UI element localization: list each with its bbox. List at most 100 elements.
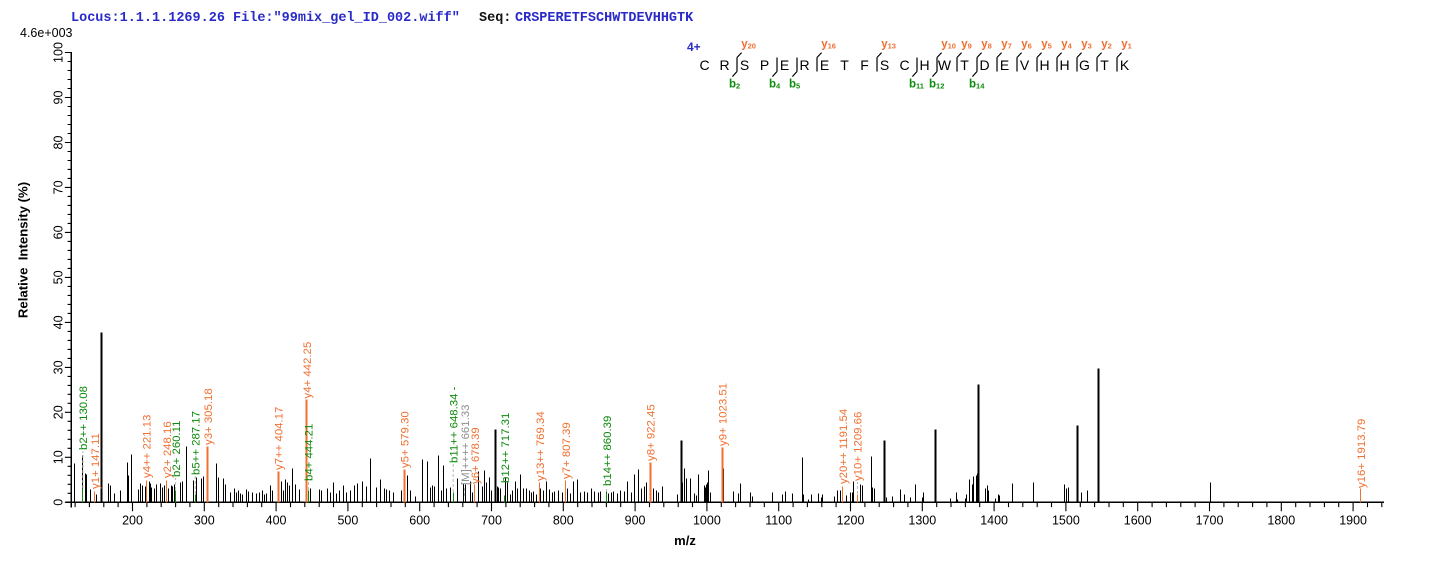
svg-text:y13: y13 (881, 39, 896, 51)
svg-text:H: H (919, 57, 929, 73)
svg-text:b5++ 287.17: b5++ 287.17 (191, 411, 203, 475)
svg-text:y7++ 404.17: y7++ 404.17 (273, 407, 285, 470)
svg-text:60: 60 (51, 225, 65, 239)
svg-text:b11++ 648.34 -: b11++ 648.34 - (448, 386, 460, 463)
svg-text:H: H (1039, 57, 1049, 73)
svg-text:800: 800 (553, 514, 574, 528)
svg-text:T: T (840, 57, 849, 73)
svg-text:R: R (719, 57, 729, 73)
svg-text:b4: b4 (769, 79, 781, 91)
svg-text:m/z: m/z (674, 533, 696, 548)
svg-text:E: E (1000, 57, 1009, 73)
svg-text:y4++ 221.13: y4++ 221.13 (142, 415, 154, 478)
svg-text:y16: y16 (821, 39, 836, 51)
svg-text:y3: y3 (1081, 39, 1092, 51)
svg-text:b14++ 860.39: b14++ 860.39 (602, 416, 614, 486)
svg-text:b12: b12 (929, 79, 944, 91)
svg-text:y10+ 1209.66: y10+ 1209.66 (853, 412, 865, 481)
svg-text:600: 600 (409, 514, 430, 528)
svg-text:Relative Intensity (%): Relative Intensity (%) (15, 182, 30, 318)
svg-text:H: H (1059, 57, 1069, 73)
svg-text:y16+ 1913.79: y16+ 1913.79 (1356, 419, 1368, 488)
svg-text:b2: b2 (729, 79, 740, 91)
svg-text:V: V (1020, 57, 1030, 73)
svg-text:y13++ 769.34: y13++ 769.34 (535, 411, 547, 481)
svg-text:y1: y1 (1121, 39, 1132, 51)
svg-text:y9: y9 (961, 39, 972, 51)
svg-text:W: W (938, 57, 952, 73)
svg-text:T: T (960, 57, 969, 73)
svg-text:y4+ 442.25: y4+ 442.25 (302, 342, 314, 399)
svg-text:CRSPERETFSCHWTDEVHHGTK: CRSPERETFSCHWTDEVHHGTK (515, 11, 694, 26)
svg-text:90: 90 (51, 91, 65, 105)
svg-text:S: S (880, 57, 889, 73)
svg-text:R: R (799, 57, 809, 73)
svg-text:Seq:: Seq: (479, 11, 511, 26)
svg-text:y20: y20 (741, 39, 756, 51)
svg-text:y4: y4 (1061, 39, 1072, 51)
svg-text:0: 0 (51, 499, 65, 506)
svg-text:b14: b14 (969, 79, 985, 91)
svg-text:500: 500 (337, 514, 358, 528)
svg-text:1300: 1300 (908, 514, 936, 528)
svg-text:200: 200 (122, 514, 143, 528)
svg-text:Locus:1.1.1.1269.26 File:"99mi: Locus:1.1.1.1269.26 File:"99mix_gel_ID_0… (71, 11, 460, 26)
svg-text:F: F (860, 57, 869, 73)
svg-text:b12++ 717.31: b12++ 717.31 (500, 413, 512, 483)
svg-text:y3+ 305.18: y3+ 305.18 (203, 388, 215, 445)
svg-text:b4+ 444.21: b4+ 444.21 (304, 424, 316, 481)
svg-text:y20++ 1191.54: y20++ 1191.54 (838, 409, 850, 484)
svg-text:y8+ 922.45: y8+ 922.45 (646, 404, 658, 461)
svg-text:D: D (979, 57, 989, 73)
svg-text:y1+ 147.11: y1+ 147.11 (90, 433, 102, 489)
svg-text:y6+ 678.39: y6+ 678.39 (470, 427, 482, 484)
svg-text:40: 40 (51, 315, 65, 329)
svg-text:1400: 1400 (980, 514, 1008, 528)
svg-text:10: 10 (51, 450, 65, 464)
svg-text:1200: 1200 (837, 514, 865, 528)
svg-text:b2++ 130.08: b2++ 130.08 (78, 386, 90, 450)
svg-text:1900: 1900 (1339, 514, 1367, 528)
svg-text:y2+ 248.16: y2+ 248.16 (162, 421, 174, 478)
svg-text:70: 70 (51, 180, 65, 194)
svg-text:80: 80 (51, 136, 65, 150)
svg-text:y7+ 807.39: y7+ 807.39 (561, 422, 573, 479)
svg-text:1600: 1600 (1124, 514, 1152, 528)
svg-text:20: 20 (51, 405, 65, 419)
svg-text:b2+ 260.11: b2+ 260.11 (171, 421, 183, 477)
svg-text:4.6e+003: 4.6e+003 (20, 26, 73, 40)
svg-text:300: 300 (194, 514, 215, 528)
svg-text:900: 900 (625, 514, 646, 528)
svg-text:y10: y10 (941, 39, 956, 51)
svg-text:y6: y6 (1021, 39, 1032, 51)
svg-text:1500: 1500 (1052, 514, 1080, 528)
svg-text:y8: y8 (981, 39, 992, 51)
svg-text:1000: 1000 (693, 514, 721, 528)
svg-text:30: 30 (51, 360, 65, 374)
svg-text:C: C (699, 57, 709, 73)
svg-text:y5+ 579.30: y5+ 579.30 (400, 411, 412, 468)
svg-text:1800: 1800 (1267, 514, 1295, 528)
svg-text:4+: 4+ (687, 40, 701, 54)
svg-text:S: S (740, 57, 749, 73)
svg-text:100: 100 (51, 42, 65, 63)
svg-text:E: E (820, 57, 829, 73)
svg-text:b11: b11 (909, 79, 924, 91)
svg-text:C: C (899, 57, 909, 73)
svg-text:P: P (760, 57, 769, 73)
svg-text:y2: y2 (1101, 39, 1112, 51)
svg-text:400: 400 (266, 514, 287, 528)
svg-text:y5: y5 (1041, 39, 1052, 51)
svg-text:[M]++++ 661.33: [M]++++ 661.33 (460, 405, 472, 485)
svg-text:700: 700 (481, 514, 502, 528)
svg-text:50: 50 (51, 270, 65, 284)
svg-text:T: T (1100, 57, 1109, 73)
svg-text:E: E (780, 57, 789, 73)
svg-text:y7: y7 (1001, 39, 1012, 51)
svg-text:y9+ 1023.51: y9+ 1023.51 (718, 383, 730, 446)
svg-text:G: G (1079, 57, 1090, 73)
svg-text:1100: 1100 (765, 514, 792, 528)
svg-text:K: K (1120, 57, 1130, 73)
svg-text:1700: 1700 (1196, 514, 1224, 528)
svg-text:b5: b5 (789, 79, 800, 91)
